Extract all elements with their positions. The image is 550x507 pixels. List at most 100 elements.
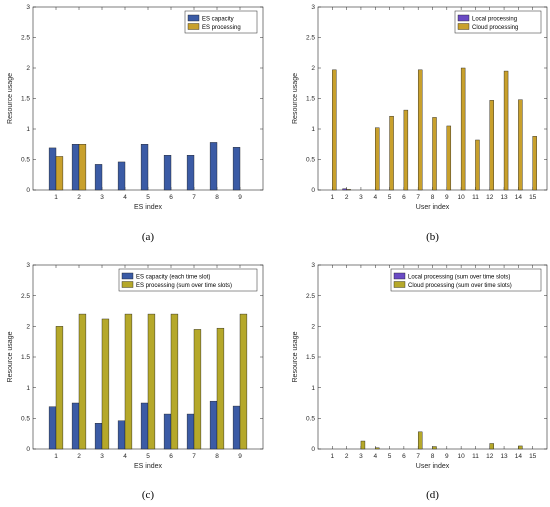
- x-tick-label: 15: [529, 194, 537, 201]
- x-tick-label: 4: [123, 453, 127, 460]
- panel-caption: (d): [426, 489, 439, 501]
- x-tick-label: 1: [54, 194, 58, 201]
- bar-2: [55, 326, 64, 450]
- bar-1: [71, 144, 80, 191]
- legend-box: [454, 10, 542, 34]
- x-tick-label: 3: [100, 453, 104, 460]
- y-tick-label: 3: [26, 4, 30, 11]
- chart-panel-1: 0 0.5 1 1.5 2 2.5 3 1 2 3 4 5 6 7 8 9 ES index Resource u…: [7, 4, 264, 243]
- panel-caption: (c): [142, 489, 155, 501]
- y-tick-label: 2.5: [306, 35, 315, 42]
- x-tick-label: 5: [388, 194, 392, 201]
- y-axis-label: Resource usage: [292, 331, 299, 382]
- x-tick-label: 13: [500, 453, 508, 460]
- legend-swatch: [457, 14, 470, 22]
- bar-2: [216, 327, 225, 450]
- x-tick-label: 3: [100, 194, 104, 201]
- legend-label: ES processing: [202, 25, 241, 31]
- legend-label: Local processing: [472, 16, 517, 22]
- legend-swatch: [393, 272, 406, 280]
- x-tick-label: 7: [416, 194, 420, 201]
- y-axis-label: Resource usage: [292, 73, 299, 124]
- y-tick-label: 3: [26, 262, 30, 269]
- legend-swatch: [121, 272, 134, 280]
- x-tick-label: 8: [431, 453, 435, 460]
- bar-2: [518, 99, 523, 191]
- bar-2: [147, 313, 156, 450]
- x-axis-label: ES index: [134, 204, 163, 211]
- x-tick-label: 9: [445, 194, 449, 201]
- panel-caption: (a): [142, 231, 155, 243]
- x-tick-label: 6: [169, 453, 173, 460]
- legend-label: ES capacity (each time slot): [136, 274, 210, 280]
- x-tick-label: 10: [458, 194, 466, 201]
- y-tick-label: 0.5: [21, 416, 30, 423]
- bar-2: [532, 136, 537, 191]
- x-tick-label: 5: [146, 453, 150, 460]
- x-tick-label: 4: [123, 194, 127, 201]
- legend-box: [118, 268, 258, 292]
- bar-2: [332, 69, 337, 191]
- bar-1: [140, 402, 149, 450]
- x-tick-label: 4: [373, 194, 377, 201]
- y-tick-label: 3: [311, 4, 315, 11]
- legend: Local processing Cloud processing: [454, 10, 542, 34]
- bar-1: [140, 144, 149, 191]
- bar-2: [403, 109, 409, 191]
- x-tick-label: 4: [373, 453, 377, 460]
- legend-swatch: [121, 281, 134, 288]
- bar-1: [94, 423, 103, 450]
- x-tick-label: 15: [529, 453, 537, 460]
- bar-1: [71, 402, 80, 450]
- x-tick-label: 2: [345, 194, 349, 201]
- x-tick-label: 6: [402, 194, 406, 201]
- x-tick-label: 12: [486, 194, 494, 201]
- legend: ES capacity ES processing: [184, 10, 258, 34]
- y-tick-label: 0.5: [306, 416, 315, 423]
- y-tick-label: 1.5: [306, 354, 315, 361]
- chart-panel-3: 0 0.5 1 1.5 2 2.5 3 1 2 3 4 5 6 7 8 9 ES index Resource u…: [7, 262, 264, 501]
- y-tick-label: 1.5: [21, 354, 30, 361]
- bar-2: [489, 100, 494, 191]
- bar-2: [375, 447, 380, 450]
- y-tick-label: 0: [311, 187, 315, 194]
- y-tick-label: 0: [26, 446, 30, 453]
- x-tick-label: 9: [238, 453, 242, 460]
- legend-box: [184, 10, 258, 34]
- y-tick-label: 0.5: [21, 157, 30, 164]
- bar-1: [48, 406, 57, 450]
- bar-1: [232, 405, 241, 450]
- x-tick-label: 2: [345, 453, 349, 460]
- legend-swatch: [457, 23, 470, 30]
- bar-2: [389, 115, 394, 191]
- bar-1: [209, 400, 218, 450]
- bar-2: [417, 431, 423, 450]
- y-tick-label: 3: [311, 262, 315, 269]
- bar-1: [186, 155, 195, 191]
- bar-1: [117, 420, 126, 450]
- bar-2: [503, 70, 509, 191]
- bar-2: [417, 69, 423, 191]
- y-tick-label: 1: [311, 126, 315, 133]
- bar-2: [170, 313, 179, 450]
- bar-1: [117, 161, 126, 191]
- legend: Local processing (sum over time slots) Cl…: [390, 268, 542, 292]
- x-tick-label: 3: [359, 194, 363, 201]
- bar-2: [475, 139, 480, 191]
- y-tick-label: 0: [311, 446, 315, 453]
- x-tick-label: 5: [388, 453, 392, 460]
- x-tick-label: 8: [215, 194, 219, 201]
- y-tick-label: 2.5: [21, 293, 30, 300]
- y-tick-label: 1.5: [21, 96, 30, 103]
- x-axis-label: User index: [416, 204, 450, 211]
- x-axis-label: User index: [416, 463, 450, 470]
- x-tick-label: 6: [169, 194, 173, 201]
- x-tick-label: 7: [192, 453, 196, 460]
- bar-2: [124, 313, 133, 450]
- bar-2: [460, 67, 466, 191]
- x-tick-label: 2: [77, 194, 81, 201]
- bar-2: [432, 446, 437, 450]
